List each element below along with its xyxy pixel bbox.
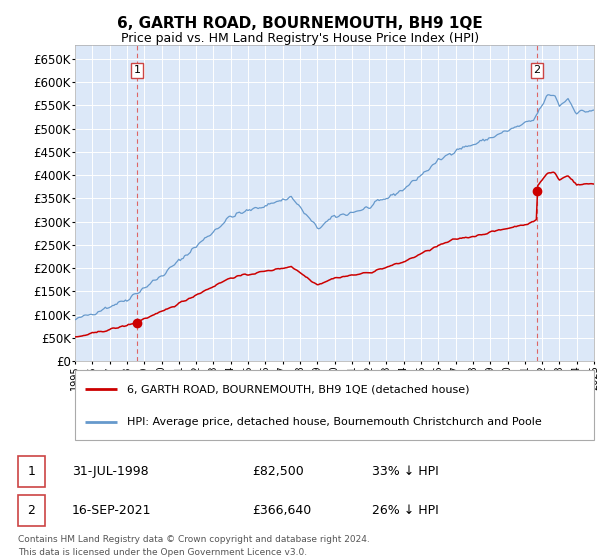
Text: Price paid vs. HM Land Registry's House Price Index (HPI): Price paid vs. HM Land Registry's House … (121, 31, 479, 45)
Text: £366,640: £366,640 (252, 504, 311, 517)
Text: £82,500: £82,500 (252, 465, 304, 478)
Text: 1: 1 (133, 66, 140, 76)
Text: 6, GARTH ROAD, BOURNEMOUTH, BH9 1QE (detached house): 6, GARTH ROAD, BOURNEMOUTH, BH9 1QE (det… (127, 384, 469, 394)
Text: 2: 2 (533, 66, 541, 76)
Text: 6, GARTH ROAD, BOURNEMOUTH, BH9 1QE: 6, GARTH ROAD, BOURNEMOUTH, BH9 1QE (117, 16, 483, 31)
Text: 31-JUL-1998: 31-JUL-1998 (72, 465, 149, 478)
Text: This data is licensed under the Open Government Licence v3.0.: This data is licensed under the Open Gov… (18, 548, 307, 557)
Text: HPI: Average price, detached house, Bournemouth Christchurch and Poole: HPI: Average price, detached house, Bour… (127, 417, 542, 427)
Text: Contains HM Land Registry data © Crown copyright and database right 2024.: Contains HM Land Registry data © Crown c… (18, 535, 370, 544)
Text: 16-SEP-2021: 16-SEP-2021 (72, 504, 151, 517)
Text: 1: 1 (28, 465, 35, 478)
Text: 26% ↓ HPI: 26% ↓ HPI (372, 504, 439, 517)
Text: 2: 2 (28, 504, 35, 517)
Text: 33% ↓ HPI: 33% ↓ HPI (372, 465, 439, 478)
